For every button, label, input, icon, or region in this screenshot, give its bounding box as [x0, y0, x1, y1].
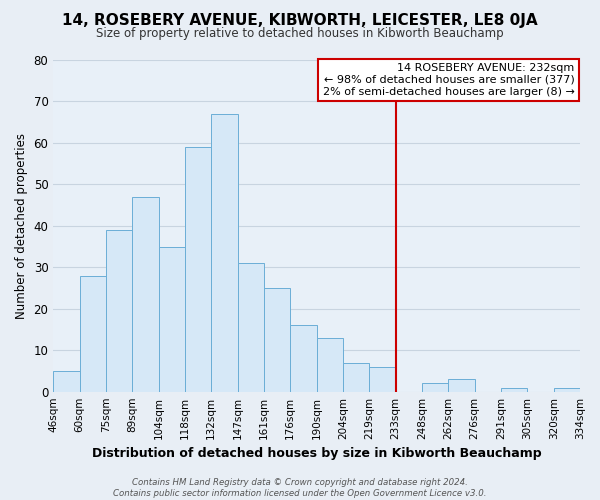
Text: Contains HM Land Registry data © Crown copyright and database right 2024.
Contai: Contains HM Land Registry data © Crown c…	[113, 478, 487, 498]
Bar	[158, 246, 185, 392]
Bar	[185, 147, 211, 392]
Bar	[106, 230, 132, 392]
Text: 14, ROSEBERY AVENUE, KIBWORTH, LEICESTER, LE8 0JA: 14, ROSEBERY AVENUE, KIBWORTH, LEICESTER…	[62, 12, 538, 28]
Text: Size of property relative to detached houses in Kibworth Beauchamp: Size of property relative to detached ho…	[96, 28, 504, 40]
Bar	[53, 371, 80, 392]
Bar	[211, 114, 238, 392]
Bar	[554, 388, 580, 392]
Bar	[132, 197, 158, 392]
Bar	[501, 388, 527, 392]
Bar	[448, 379, 475, 392]
Bar	[422, 384, 448, 392]
Bar	[80, 276, 106, 392]
X-axis label: Distribution of detached houses by size in Kibworth Beauchamp: Distribution of detached houses by size …	[92, 447, 541, 460]
Y-axis label: Number of detached properties: Number of detached properties	[15, 133, 28, 319]
Bar	[343, 362, 370, 392]
Bar	[238, 263, 264, 392]
Bar	[370, 367, 395, 392]
Bar	[317, 338, 343, 392]
Bar	[264, 288, 290, 392]
Bar	[290, 326, 317, 392]
Text: 14 ROSEBERY AVENUE: 232sqm
← 98% of detached houses are smaller (377)
2% of semi: 14 ROSEBERY AVENUE: 232sqm ← 98% of deta…	[323, 64, 575, 96]
